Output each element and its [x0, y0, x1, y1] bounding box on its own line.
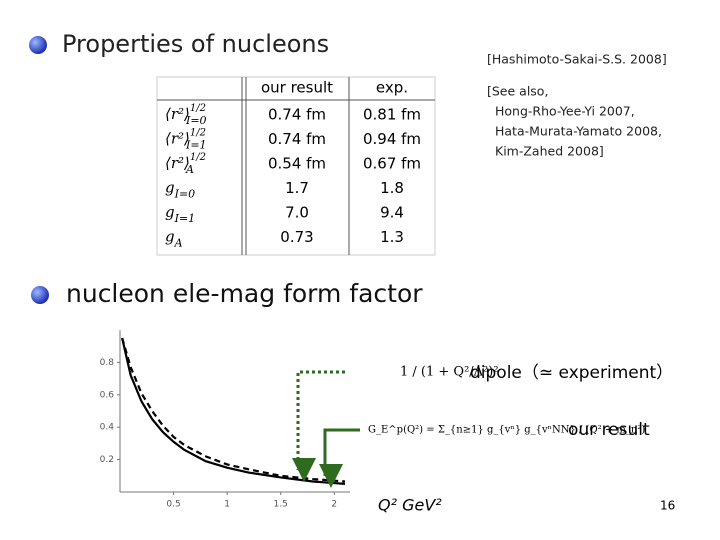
arrow [319, 428, 360, 488]
table-cell: 0.54 fm [268, 155, 326, 173]
reference: Hata-Murata-Yamato 2008, [495, 124, 662, 139]
table-header: our result [261, 79, 333, 97]
table-header: exp. [376, 79, 408, 97]
table-cell: 1.8 [380, 179, 404, 197]
y-tick-label: 0.8 [100, 358, 115, 368]
table-cell: 1.3 [380, 228, 404, 246]
table-cell: 0.74 fm [268, 106, 326, 124]
label-sup: 1/2 [190, 103, 206, 114]
reference: [See also, [487, 84, 548, 99]
table-cell: 0.81 fm [363, 106, 421, 124]
table-cell: 0.73 [280, 228, 313, 246]
section-title: Properties of nucleons [62, 30, 329, 58]
table-cell: 9.4 [380, 204, 404, 222]
y-tick-label: 0.6 [100, 390, 115, 400]
label-base: ⟨r²⟩ [165, 130, 190, 148]
label-sup: 1/2 [190, 127, 206, 138]
page-number: 16 [660, 499, 675, 513]
label-sub: I=0 [174, 188, 196, 201]
label-base: g [165, 228, 175, 246]
form-factor-plot: 0.2 0.4 0.6 0.8 0.5 1 1.5 2 [100, 330, 350, 510]
label-base: g [165, 203, 175, 221]
table: our result exp.⟨r²⟩1/2 I=0 0.74 fm 0.81 fm⟨r… [156, 76, 436, 256]
table-cell: 0.94 fm [363, 130, 421, 148]
row-label: gI=1 [165, 203, 195, 225]
annotation: our result [568, 420, 650, 440]
reference: [Hashimoto-Sakai-S.S. 2008] [487, 52, 667, 67]
label-base: ⟨r²⟩ [165, 154, 190, 172]
x-tick-label: 2 [331, 500, 337, 510]
row-label: ⟨r²⟩1/2 A [165, 152, 206, 177]
reference: Kim-Zahed 2008] [495, 144, 604, 159]
x-tick-label: 1 [224, 500, 230, 510]
table-frame [156, 76, 436, 256]
table-cell: 0.67 fm [363, 155, 421, 173]
reference: Hong-Rho-Yee-Yi 2007, [495, 104, 635, 119]
row-label: gI=0 [165, 179, 195, 201]
label-sub: I=0 [185, 114, 207, 127]
table-cell: 0.74 fm [268, 130, 326, 148]
label-sub: I=1 [174, 212, 196, 225]
label-sub: A [174, 237, 183, 250]
row-label: ⟨r²⟩1/2 I=0 [165, 103, 207, 128]
x-tick-label: 0.5 [166, 500, 180, 510]
section-title: nucleon ele-mag form factor [66, 279, 423, 308]
table-cell: 1.7 [285, 179, 309, 197]
series-line [121, 337, 346, 485]
axis-label: Q² GeV² [378, 496, 442, 515]
row-label: ⟨r²⟩1/2 I=1 [165, 127, 207, 152]
series-line [121, 337, 346, 483]
row-label: gA [165, 228, 183, 250]
label-sub: I=1 [185, 139, 207, 152]
bullet [31, 286, 49, 304]
label-base: g [165, 179, 175, 197]
label-sup: 1/2 [190, 152, 206, 163]
y-tick-label: 0.2 [100, 455, 114, 465]
table-cell: 7.0 [285, 204, 309, 222]
x-tick-label: 1.5 [274, 500, 288, 510]
arrow [292, 370, 345, 482]
y-tick-label: 0.4 [100, 423, 115, 433]
annotation: dipole（≃ experiment） [470, 363, 673, 383]
label-sub: A [185, 163, 194, 176]
formula: 1 / (1 + Q²/Λ²)² [400, 365, 499, 380]
formula: G_E^p(Q²) = Σ_{n≥1} g_{vⁿ} g_{vⁿNN} / (Q… [368, 425, 645, 436]
bullet [29, 36, 47, 54]
label-base: ⟨r²⟩ [165, 105, 190, 123]
